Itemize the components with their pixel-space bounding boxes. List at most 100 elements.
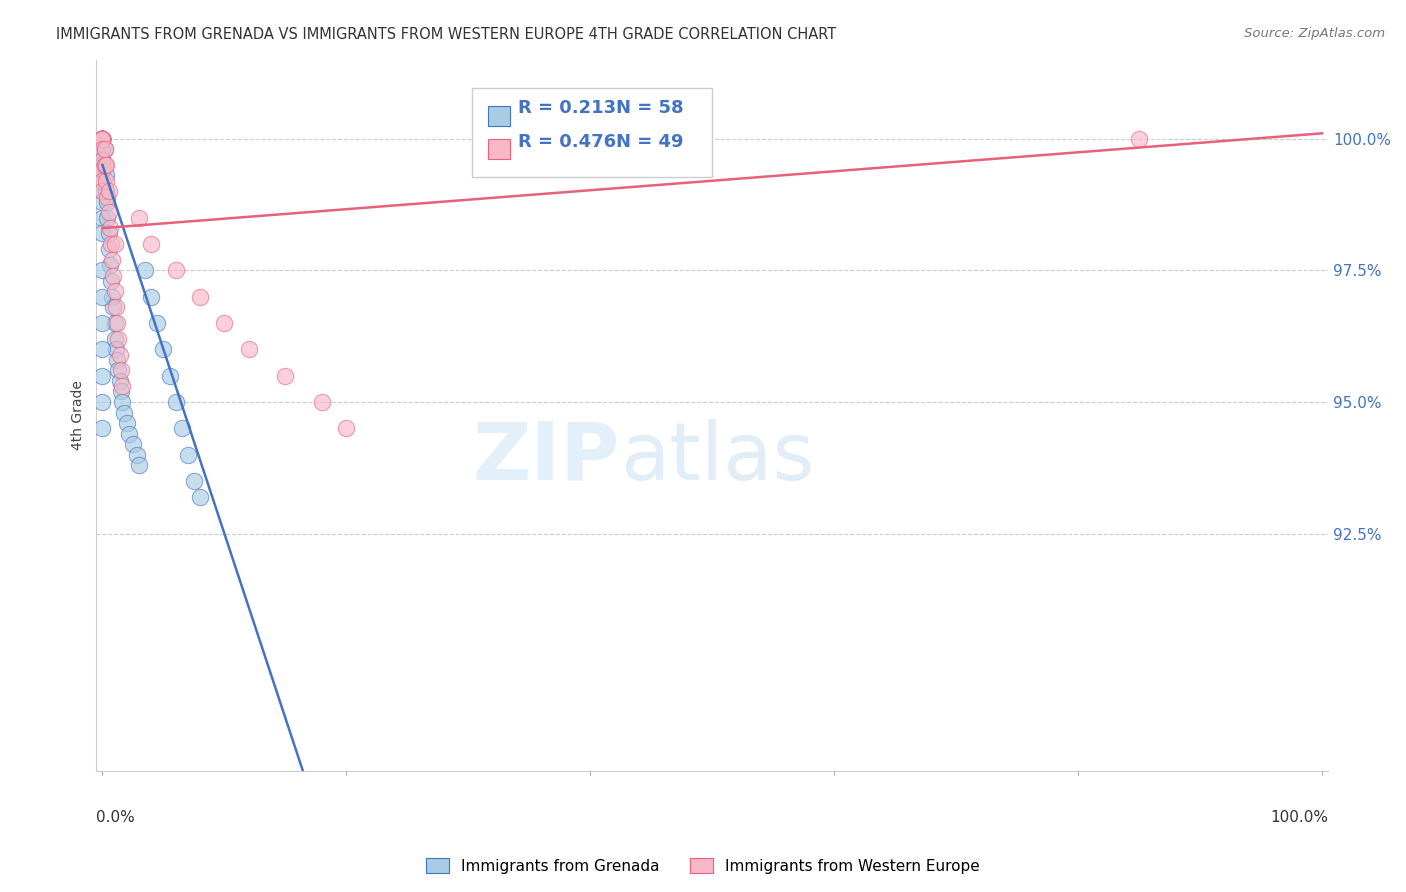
Point [152,343,174,357]
Point [91,131,114,145]
Point [110,363,132,377]
Point [97,242,120,256]
Point [125,448,148,462]
Point [94,158,117,172]
Text: 0.0%: 0.0% [97,810,135,825]
Point [91,147,114,161]
Point [91,131,114,145]
Point [177,448,200,462]
Point [107,363,129,377]
Point [111,395,134,409]
Point [108,348,131,362]
Point [91,131,114,145]
Point [91,368,114,383]
Point [96,189,118,203]
Point [183,474,205,488]
Point [91,174,114,188]
Point [91,131,114,145]
Legend: Immigrants from Grenada, Immigrants from Western Europe: Immigrants from Grenada, Immigrants from… [420,852,986,880]
Point [91,184,114,198]
Point [104,300,127,314]
Point [98,258,121,272]
Point [165,395,187,409]
Point [91,131,114,145]
Point [141,290,163,304]
Point [105,352,128,367]
Point [91,316,114,330]
Point [128,211,150,225]
Point [91,290,114,304]
Point [115,416,138,430]
Point [146,316,169,330]
Point [91,211,114,225]
Point [134,263,156,277]
Bar [488,139,510,159]
Text: R = 0.476: R = 0.476 [517,133,616,151]
Point [112,405,135,419]
Point [111,379,134,393]
Point [165,263,187,277]
Point [94,142,117,156]
Point [110,384,132,399]
Point [100,236,122,251]
Point [97,227,120,241]
Point [101,290,124,304]
Point [108,374,131,388]
Point [97,184,120,198]
Point [104,332,127,346]
Text: 100.0%: 100.0% [1270,810,1329,825]
Point [214,316,236,330]
Point [94,142,117,156]
Point [97,205,120,219]
Point [141,236,163,251]
Bar [488,106,510,126]
Point [188,490,211,504]
Point [91,421,114,435]
Point [91,131,114,145]
Point [100,274,122,288]
Point [107,332,129,346]
Point [274,368,297,383]
Point [91,163,114,178]
Point [91,131,114,145]
Point [159,368,181,383]
Point [238,343,260,357]
Point [335,421,357,435]
Point [91,184,114,198]
Point [91,131,114,145]
Text: atlas: atlas [620,419,814,497]
Text: ZIP: ZIP [472,419,620,497]
Point [91,158,114,172]
Point [91,263,114,277]
Point [91,131,114,145]
Y-axis label: 4th Grade: 4th Grade [72,380,86,450]
Point [91,131,114,145]
Point [104,316,127,330]
Point [91,395,114,409]
Point [122,437,145,451]
Text: N = 58: N = 58 [616,99,683,117]
Point [188,290,211,304]
Point [91,343,114,357]
Text: R = 0.213: R = 0.213 [517,99,616,117]
Text: N = 49: N = 49 [616,133,683,151]
Point [104,236,127,251]
Point [91,227,114,241]
Point [91,131,114,145]
Point [98,221,121,235]
Text: IMMIGRANTS FROM GRENADA VS IMMIGRANTS FROM WESTERN EUROPE 4TH GRADE CORRELATION : IMMIGRANTS FROM GRENADA VS IMMIGRANTS FR… [56,27,837,42]
Point [91,142,114,156]
FancyBboxPatch shape [472,88,713,177]
Point [103,268,125,283]
Point [94,158,117,172]
Point [91,131,114,145]
Point [96,211,118,225]
Point [91,142,114,156]
Point [118,426,141,441]
Point [94,169,117,183]
Point [1128,131,1150,145]
Point [91,131,114,145]
Point [91,163,114,178]
Point [94,184,117,198]
Point [91,153,114,167]
